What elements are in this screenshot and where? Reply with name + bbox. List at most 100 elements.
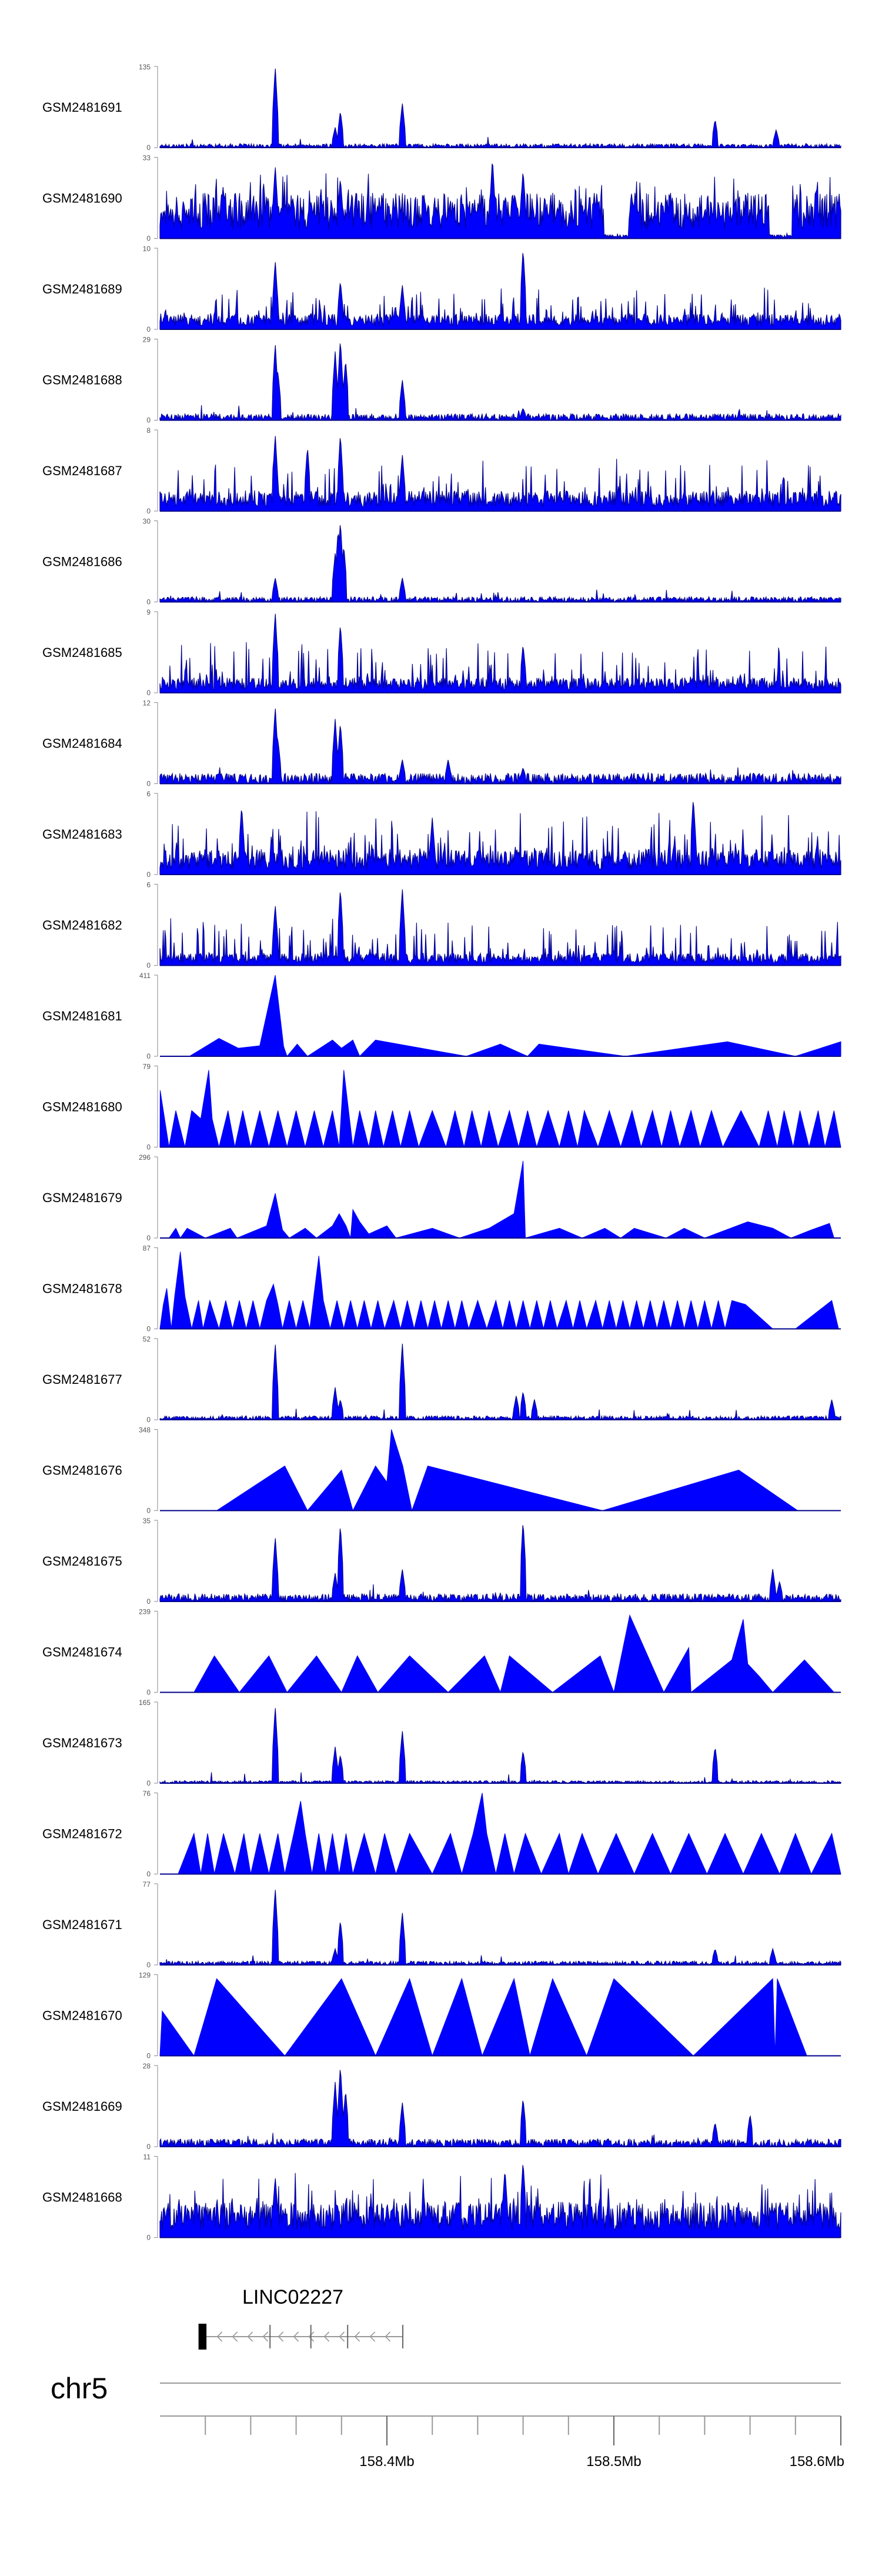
y-min-label: 0 [146,2143,151,2151]
track-label: GSM2481686 [42,555,122,569]
y-min-label: 0 [146,1234,151,1242]
track-label: GSM2481684 [42,736,122,751]
y-min-label: 0 [146,1689,151,1697]
track-GSM2481680: GSM2481680 79 0 [42,1063,841,1152]
track-label: GSM2481688 [42,373,122,388]
track-GSM2481673: GSM2481673 165 0 [42,1699,841,1787]
y-max-label: 129 [139,1971,151,1980]
y-max-label: 30 [143,518,151,526]
track-GSM2481686: GSM2481686 30 0 [42,518,841,606]
y-min-label: 0 [146,870,151,879]
track-label: GSM2481683 [42,827,122,842]
y-max-label: 28 [143,2062,151,2070]
y-max-label: 77 [143,1880,151,1888]
track-GSM2481677: GSM2481677 52 0 [42,1335,841,1424]
y-min-label: 0 [146,1143,151,1152]
signal-area [159,1252,839,1330]
y-min-label: 0 [146,598,151,606]
track-GSM2481670: GSM2481670 129 0 [42,1971,841,2060]
gene-annotation: LINC02227 [198,2286,404,2350]
track-label: GSM2481674 [42,1645,122,1660]
signal-area [168,1160,835,1239]
y-max-label: 8 [146,426,151,435]
axis-tick-label: 158.4Mb [359,2454,414,2470]
y-max-label: 348 [139,1426,151,1434]
track-label: GSM2481669 [42,2099,122,2114]
strand-arrow [323,2331,330,2342]
y-min-label: 0 [146,416,151,425]
signal-area [159,1708,841,1784]
track-label: GSM2481685 [42,645,122,660]
track-label: GSM2481691 [42,100,122,115]
strand-arrow [385,2331,391,2342]
y-min-label: 0 [146,1052,151,1060]
y-min-label: 0 [146,1597,151,1606]
track-GSM2481684: GSM2481684 12 0 [42,699,841,788]
track-GSM2481681: GSM2481681 411 0 [42,972,841,1060]
y-max-label: 296 [139,1153,151,1162]
track-label: GSM2481687 [42,463,122,478]
track-label: GSM2481675 [42,1554,122,1569]
y-min-label: 0 [146,144,151,152]
strand-arrow [339,2331,345,2342]
y-max-label: 29 [143,336,151,344]
y-max-label: 6 [146,790,151,798]
track-GSM2481683: GSM2481683 6 0 [42,790,841,879]
signal-area [159,253,841,330]
y-min-label: 0 [146,1779,151,1787]
signal-area [178,1793,841,1876]
track-label: GSM2481676 [42,1463,122,1478]
signal-area [159,1890,841,1966]
track-GSM2481679: GSM2481679 296 0 [42,1153,841,1242]
signal-area [159,163,841,239]
track-label: GSM2481668 [42,2190,122,2205]
signal-area [159,1343,841,1421]
y-min-label: 0 [146,689,151,697]
track-GSM2481676: GSM2481676 348 0 [42,1426,841,1515]
y-min-label: 0 [146,235,151,243]
y-min-label: 0 [146,2052,151,2060]
track-GSM2481688: GSM2481688 29 0 [42,336,841,425]
track-label: GSM2481678 [42,1282,122,1296]
y-min-label: 0 [146,1507,151,1515]
signal-area [159,1070,841,1149]
track-GSM2481689: GSM2481689 10 0 [42,245,841,333]
y-max-label: 35 [143,1517,151,1525]
y-min-label: 0 [146,1961,151,1969]
signal-area [159,68,841,149]
strand-arrow [247,2331,253,2342]
strand-arrow [278,2331,284,2342]
track-label: GSM2481677 [42,1372,122,1387]
track-label: GSM2481682 [42,918,122,933]
track-GSM2481668: GSM2481668 11 0 [42,2153,841,2242]
signal-area [159,708,841,785]
track-GSM2481669: GSM2481669 28 0 [42,2062,841,2151]
y-max-label: 165 [139,1699,151,1707]
track-label: GSM2481672 [42,1827,122,1841]
track-GSM2481678: GSM2481678 87 0 [42,1244,841,1333]
track-GSM2481690: GSM2481690 33 0 [42,154,841,243]
axis-tick-label: 158.5Mb [586,2454,641,2470]
gene-name-label: LINC02227 [242,2286,343,2308]
y-max-label: 411 [139,972,151,980]
signal-area [215,1429,799,1512]
signal-tracks: GSM2481691 135 0 GSM2481690 33 0 GSM2481689 10 0… [42,63,841,2242]
signal-area [159,2165,841,2238]
y-min-label: 0 [146,325,151,333]
y-max-label: 79 [143,1063,151,1071]
signal-area [159,1977,807,2057]
y-min-label: 0 [146,1870,151,1878]
y-max-label: 10 [143,245,151,253]
axis-tick-label: 158.6Mb [790,2454,844,2470]
y-min-label: 0 [146,962,151,970]
track-label: GSM2481673 [42,1736,122,1750]
y-min-label: 0 [146,507,151,515]
y-max-label: 9 [146,608,151,616]
y-max-label: 52 [143,1335,151,1343]
y-max-label: 239 [139,1608,151,1616]
track-label: GSM2481681 [42,1009,122,1023]
track-GSM2481675: GSM2481675 35 0 [42,1517,841,1606]
y-min-label: 0 [146,2234,151,2242]
track-GSM2481691: GSM2481691 135 0 [42,63,841,152]
y-min-label: 0 [146,1325,151,1333]
